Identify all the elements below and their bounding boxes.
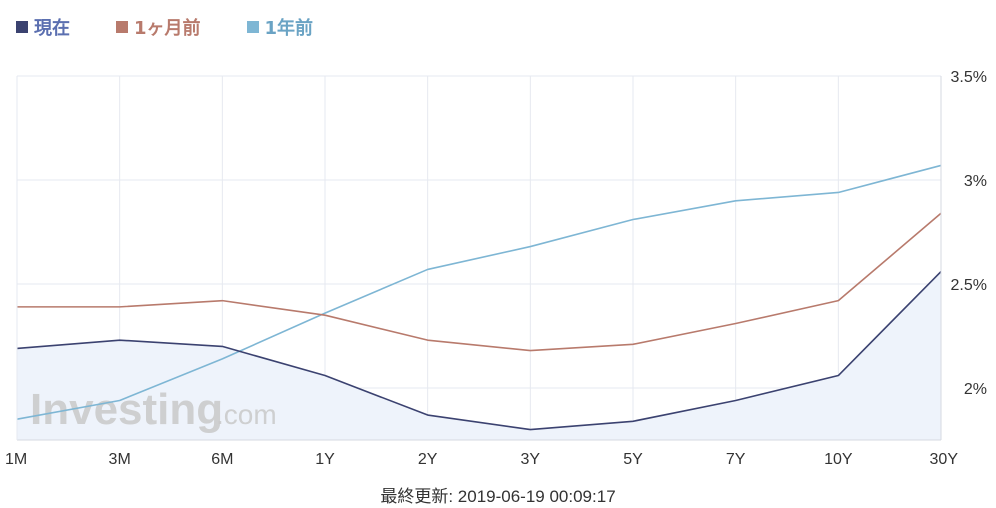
legend-item-current[interactable]: 現在 bbox=[16, 14, 70, 40]
watermark-suffix: .com bbox=[216, 399, 277, 430]
y-tick-label: 3.5% bbox=[951, 69, 987, 86]
x-tick-label: 1Y bbox=[315, 451, 335, 468]
x-tick-label: 3Y bbox=[521, 451, 541, 468]
legend-label-1-year-ago: 1年前 bbox=[264, 18, 314, 39]
x-tick-label: 2Y bbox=[418, 451, 438, 468]
area-fill-layer bbox=[17, 271, 941, 440]
series-line-current bbox=[16, 270, 942, 431]
watermark-brand: Investing bbox=[30, 385, 223, 434]
y-tick-label: 3% bbox=[964, 173, 987, 190]
x-tick-label: 5Y bbox=[623, 451, 643, 468]
x-axis-labels: 1M 3M 6M 1Y 2Y 3Y 5Y 7Y 10Y 30Y bbox=[5, 451, 958, 468]
x-tick-label: 3M bbox=[109, 451, 131, 468]
last-updated: 最終更新: 2019-06-19 00:09:17 bbox=[380, 487, 616, 506]
investing-watermark: Investing .com bbox=[30, 385, 277, 434]
y-axis-labels: 2% 2.5% 3% 3.5% bbox=[951, 69, 987, 398]
series-area-current bbox=[17, 271, 941, 440]
x-tick-label: 6M bbox=[211, 451, 233, 468]
axes bbox=[16, 76, 942, 441]
y-tick-label: 2.5% bbox=[951, 277, 987, 294]
legend-item-1-month-ago[interactable]: 1ヶ月前 bbox=[116, 14, 201, 40]
chart-legend: 現在 1ヶ月前 1年前 bbox=[16, 14, 313, 40]
legend-label-current: 現在 bbox=[34, 18, 70, 39]
series-lines bbox=[16, 164, 942, 431]
legend-swatch-current bbox=[16, 21, 28, 33]
x-tick-label: 7Y bbox=[726, 451, 746, 468]
legend-label-1-month-ago: 1ヶ月前 bbox=[134, 18, 201, 39]
y-tick-label: 2% bbox=[964, 381, 987, 398]
x-tick-label: 1M bbox=[5, 451, 27, 468]
x-tick-label: 10Y bbox=[824, 451, 853, 468]
legend-swatch-1-year-ago bbox=[246, 21, 259, 33]
series-line-1-month-ago bbox=[17, 212, 942, 352]
x-tick-label: 30Y bbox=[930, 451, 959, 468]
series-line-1-year-ago bbox=[16, 164, 942, 420]
legend-swatch-1-month-ago bbox=[116, 21, 128, 33]
legend-item-1-year-ago[interactable]: 1年前 bbox=[246, 14, 314, 40]
